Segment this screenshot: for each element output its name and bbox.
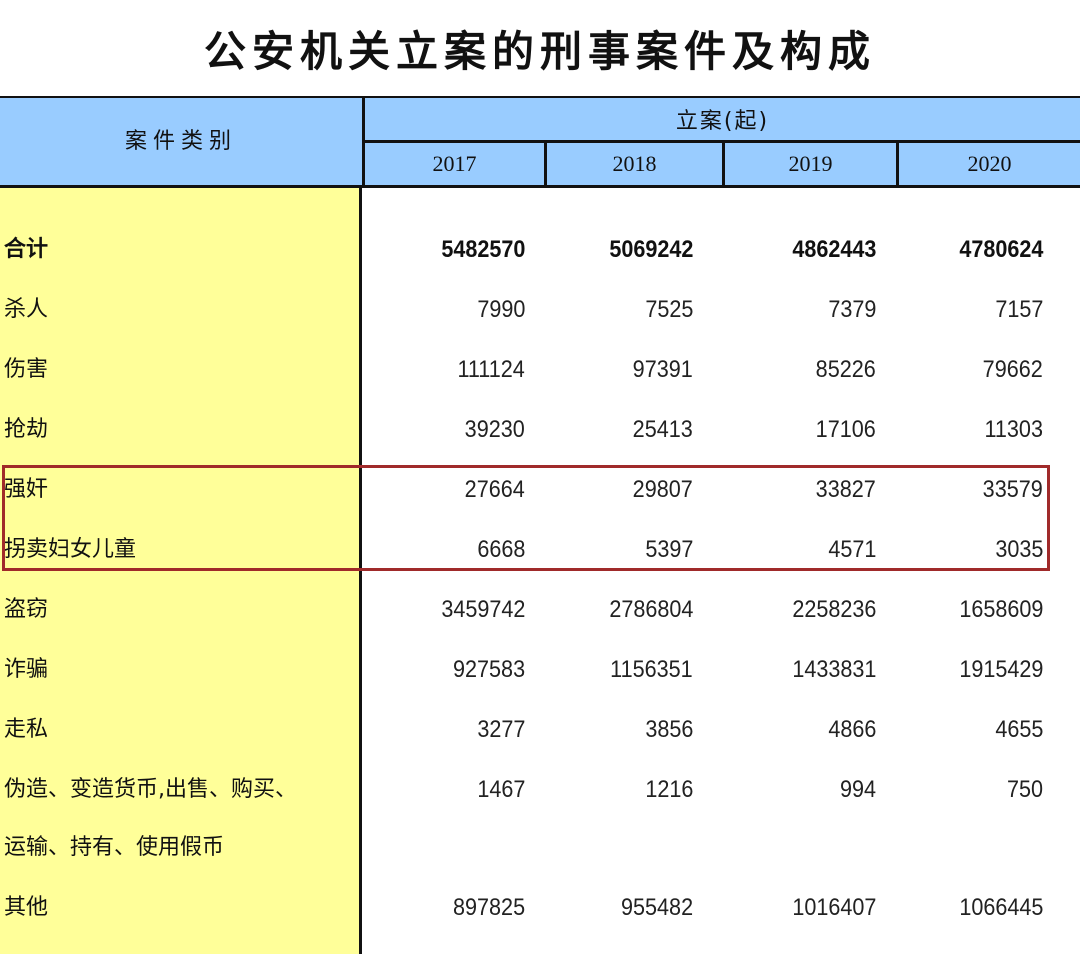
value-cell-2020: 79662 (982, 356, 1043, 383)
value-cell-2017: 5482570 (440, 236, 525, 263)
value-cell-2017: 111124 (457, 356, 525, 383)
value-cell-2017: 897825 (452, 894, 525, 921)
value-cell-2018: 97391 (632, 356, 693, 383)
value-cell-2020: 1658609 (958, 596, 1043, 623)
value-cell-2017: 7990 (476, 296, 525, 323)
value-cell-2017: 27664 (464, 476, 525, 503)
value-cell-2019: 2258236 (791, 596, 876, 623)
value-cell-2019: 85226 (815, 356, 876, 383)
row-label: 强奸 (4, 477, 49, 502)
header-category: 案件类别 (0, 96, 362, 188)
value-cell-2018: 3856 (644, 716, 693, 743)
value-cell-2017: 3277 (476, 716, 525, 743)
value-cell-2017: 6668 (476, 536, 525, 563)
value-cell-2018: 5069242 (608, 236, 693, 263)
value-cell-2020: 1915429 (958, 656, 1043, 683)
value-cell-2019: 994 (839, 776, 876, 803)
row-label: 抢劫 (4, 417, 49, 442)
value-cell-2017: 1467 (476, 776, 525, 803)
row-label: 盗窃 (4, 597, 49, 622)
value-cell-2019: 17106 (815, 416, 876, 443)
value-cell-2019: 33827 (815, 476, 876, 503)
value-cell-2018: 1156351 (610, 656, 693, 683)
row-label: 伤害 (4, 357, 49, 382)
header-year-2020: 2020 (896, 143, 1080, 188)
value-cell-2020: 11303 (984, 416, 1043, 443)
header-group-cases-filed: 立案(起) (362, 96, 1080, 143)
value-cell-2017: 3459742 (440, 596, 525, 623)
row-label: 运输、持有、使用假币 (4, 835, 225, 860)
value-cell-2020: 4780624 (958, 236, 1043, 263)
value-cell-2018: 25413 (632, 416, 693, 443)
value-cell-2018: 7525 (644, 296, 693, 323)
row-label: 伪造、变造货币,出售、购买、 (4, 777, 297, 802)
value-cell-2019: 1433831 (791, 656, 876, 683)
value-cell-2020: 1066445 (958, 894, 1043, 921)
value-cell-2018: 1216 (644, 776, 693, 803)
value-cell-2020: 3035 (994, 536, 1043, 563)
page-title: 公安机关立案的刑事案件及构成 (203, 27, 876, 76)
row-label: 合计 (4, 237, 49, 262)
header-year-2017: 2017 (362, 143, 544, 188)
header-year-2018: 2018 (544, 143, 722, 188)
value-cell-2018: 29807 (632, 476, 693, 503)
header-year-2019: 2019 (722, 143, 896, 188)
row-label: 拐卖妇女儿童 (4, 537, 137, 562)
row-label: 杀人 (4, 297, 49, 322)
value-cell-2017: 927583 (452, 656, 525, 683)
value-cell-2019: 4866 (827, 716, 876, 743)
category-column-background (0, 188, 362, 954)
row-label: 其他 (4, 895, 49, 920)
value-cell-2020: 7157 (994, 296, 1043, 323)
value-cell-2020: 4655 (994, 716, 1043, 743)
row-label: 走私 (4, 717, 49, 742)
value-cell-2017: 39230 (464, 416, 525, 443)
value-cell-2019: 7379 (827, 296, 876, 323)
value-cell-2018: 2786804 (608, 596, 693, 623)
value-cell-2020: 750 (1006, 776, 1043, 803)
value-cell-2019: 4571 (827, 536, 876, 563)
value-cell-2019: 1016407 (791, 894, 876, 921)
value-cell-2018: 5397 (644, 536, 693, 563)
value-cell-2018: 955482 (620, 894, 693, 921)
value-cell-2019: 4862443 (791, 236, 876, 263)
row-label: 诈骗 (4, 657, 49, 682)
value-cell-2020: 33579 (982, 476, 1043, 503)
highlight-box (2, 465, 1050, 571)
